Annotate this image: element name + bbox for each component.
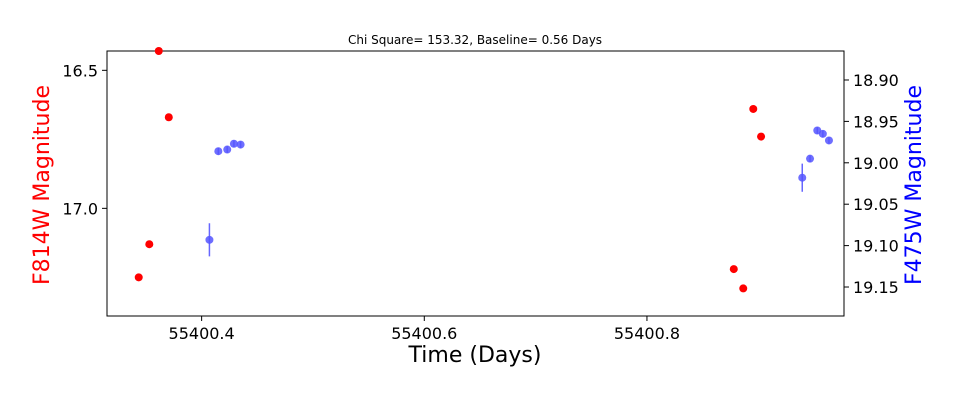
right-y-tick-label: 18.90 bbox=[853, 71, 899, 90]
x-tick-label: 55400.4 bbox=[169, 324, 235, 343]
f475w-data-point bbox=[806, 154, 815, 163]
f814w-data-point bbox=[164, 113, 173, 122]
left-y-axis-ticks: 16.5 17.0 bbox=[62, 61, 107, 218]
x-tick-label: 55400.8 bbox=[614, 324, 680, 343]
f814w-data-point bbox=[154, 47, 163, 55]
right-y-tick-label: 19.15 bbox=[853, 278, 899, 297]
f475w-data-point bbox=[818, 129, 827, 138]
left-y-tick-label: 17.0 bbox=[62, 199, 98, 218]
right-y-tick-label: 18.95 bbox=[853, 112, 899, 131]
f475w-data-point bbox=[798, 173, 807, 182]
f475w-data-point bbox=[223, 145, 232, 154]
left-y-tick-label: 16.5 bbox=[62, 61, 98, 80]
f814w-data-point bbox=[145, 240, 154, 249]
f475w-data-point bbox=[214, 147, 223, 156]
f814w-data-point bbox=[757, 132, 766, 141]
x-tick-label: 55400.6 bbox=[391, 324, 457, 343]
x-axis-ticks: 55400.4 55400.6 55400.8 bbox=[169, 316, 680, 343]
left-y-axis-label: F814W Magnitude bbox=[30, 85, 55, 285]
right-y-axis-ticks: 18.90 18.95 19.00 19.05 19.10 19.15 bbox=[844, 71, 899, 297]
right-y-tick-label: 19.10 bbox=[853, 237, 899, 256]
f475w-data-point bbox=[824, 136, 833, 145]
right-y-tick-label: 19.00 bbox=[853, 154, 899, 173]
f814w-data-point bbox=[739, 284, 748, 293]
f475w-data-point bbox=[205, 235, 214, 244]
right-y-tick-label: 19.05 bbox=[853, 195, 899, 214]
f814w-data-point bbox=[729, 265, 738, 274]
plot-area-frame bbox=[106, 50, 845, 317]
data-points bbox=[134, 47, 833, 293]
x-axis-label: Time (Days) bbox=[408, 343, 542, 368]
f475w-data-point bbox=[236, 140, 245, 149]
right-y-axis-label: F475W Magnitude bbox=[902, 85, 927, 285]
f814w-data-point bbox=[134, 273, 143, 282]
chart-title: Chi Square= 153.32, Baseline= 0.56 Days bbox=[348, 33, 602, 47]
f814w-data-point bbox=[749, 104, 758, 113]
f475w-data-point bbox=[229, 139, 238, 148]
